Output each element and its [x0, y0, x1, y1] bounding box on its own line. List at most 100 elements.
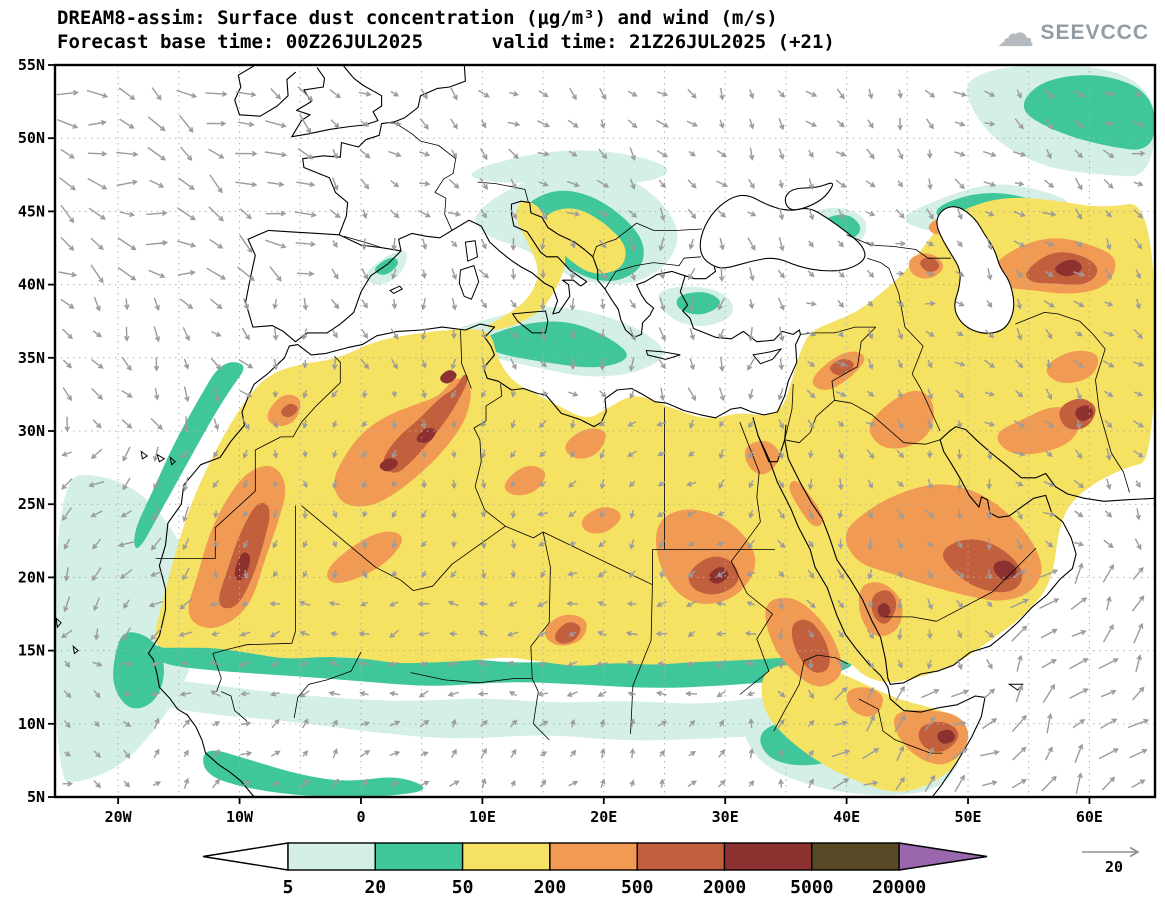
lat-tick-label: 45N: [18, 202, 45, 220]
country-border: [784, 384, 794, 440]
country-border: [652, 407, 665, 585]
coastline: [302, 65, 466, 236]
dust-contour-region: [1046, 350, 1099, 384]
country-border: [834, 399, 941, 445]
island-outline: [389, 285, 403, 294]
colorbar-segment: [287, 842, 377, 871]
lon-tick-label: 60E: [1076, 808, 1103, 826]
country-border: [846, 234, 951, 259]
dust-contour-region: [488, 200, 566, 330]
island-outline: [511, 310, 549, 334]
dust-contour-region: [151, 644, 854, 688]
lat-tick-label: 25N: [18, 495, 45, 513]
country-border: [212, 653, 222, 692]
cloud-icon: ☁: [996, 11, 1035, 55]
colorbar-segment: [461, 842, 551, 871]
dust-contour-region: [869, 390, 934, 449]
lat-tick-label: 40N: [18, 276, 45, 294]
colorbar-label: 5000: [790, 877, 833, 898]
coastline: [147, 345, 290, 797]
dust-contour-region: [544, 208, 626, 274]
colorbar-segment: [811, 842, 900, 871]
coastline: [887, 686, 986, 797]
colorbar-segment: [723, 842, 813, 871]
wind-reference-arrow: [1082, 846, 1140, 858]
colorbar-label: 200: [534, 877, 567, 898]
country-border: [773, 660, 805, 732]
lon-tick-label: 0: [356, 808, 365, 826]
chart-subtitle: Forecast base time: 00Z26JUL2025 valid t…: [57, 31, 835, 53]
seevccc-logo: ☁ SEEVCCC: [996, 11, 1149, 55]
lon-tick-label: 50E: [954, 808, 981, 826]
colorbar: 5 20 50 200 500 2000 5000 20000: [202, 842, 988, 898]
country-border: [212, 505, 296, 654]
coastline: [291, 65, 383, 138]
dust-contour-region: [997, 407, 1081, 455]
country-border: [473, 384, 506, 527]
coastline: [238, 71, 296, 117]
dust-contour-region: [471, 150, 668, 183]
colorbar-segment: [374, 842, 464, 871]
wind-reference-label: 20: [1104, 858, 1124, 876]
country-border: [803, 654, 848, 665]
coastline: [757, 434, 889, 688]
dust-contour-region: [676, 292, 721, 315]
island-outline: [464, 240, 479, 262]
colorbar-label: 50: [452, 877, 474, 898]
dust-contour-region: [744, 440, 780, 475]
island-outline: [156, 453, 166, 463]
island-outline: [72, 644, 79, 655]
island-outline: [645, 349, 681, 360]
lon-tick-label: 10W: [226, 808, 254, 826]
lon-tick-label: 40E: [833, 808, 860, 826]
lon-tick-label: 10E: [469, 808, 496, 826]
lat-tick-label: 30N: [18, 422, 45, 440]
coastline: [234, 65, 257, 116]
island-outline: [752, 348, 783, 365]
lat-tick-label: 50N: [18, 129, 45, 147]
country-border: [343, 235, 402, 252]
dust-contour-region: [327, 531, 402, 584]
dust-contour-region: [203, 750, 424, 797]
lat-tick-label: 35N: [18, 349, 45, 367]
country-border: [301, 505, 506, 591]
dust-contour-region: [134, 362, 244, 549]
island-outline: [140, 450, 149, 460]
dust-contour-region: [234, 552, 251, 581]
country-border: [885, 547, 1037, 622]
country-border: [1015, 312, 1130, 493]
dust-contour-region: [113, 632, 164, 709]
dust-contour-region: [581, 507, 621, 534]
dust-contour-region: [1075, 405, 1094, 422]
country-border: [630, 584, 653, 735]
logo-text: SEEVCCC: [1040, 21, 1149, 44]
colorbar-segment: [636, 842, 726, 871]
wind-arrows: [56, 86, 1150, 795]
coastline: [679, 275, 802, 343]
country-border: [293, 651, 362, 718]
lon-tick-label: 20E: [590, 808, 617, 826]
colorbar-arrow-left: [202, 842, 289, 871]
chart-title: DREAM8-assim: Surface dust concentration…: [57, 7, 778, 29]
map-plot-area: [55, 65, 1155, 797]
country-border: [505, 525, 653, 586]
dust-contour-region: [374, 257, 399, 275]
colorbar-label: 20: [364, 877, 386, 898]
dust-contour-region: [1023, 75, 1155, 150]
colorbar-label: 5: [283, 877, 294, 898]
lat-tick-label: 10N: [18, 715, 45, 733]
coastline: [291, 67, 326, 138]
dust-contour-region: [830, 358, 854, 376]
country-border: [530, 531, 551, 679]
country-border: [477, 181, 529, 203]
country-border: [904, 326, 941, 432]
lat-tick-label: 5N: [27, 788, 45, 806]
colorbar-segment: [549, 842, 638, 871]
island-outline: [169, 456, 176, 466]
lon-tick-label: 20W: [105, 808, 133, 826]
coastline: [245, 229, 402, 343]
lat-tick-label: 15N: [18, 642, 45, 660]
country-border: [636, 222, 703, 231]
sea-outline: [784, 182, 834, 211]
country-border: [592, 222, 637, 257]
